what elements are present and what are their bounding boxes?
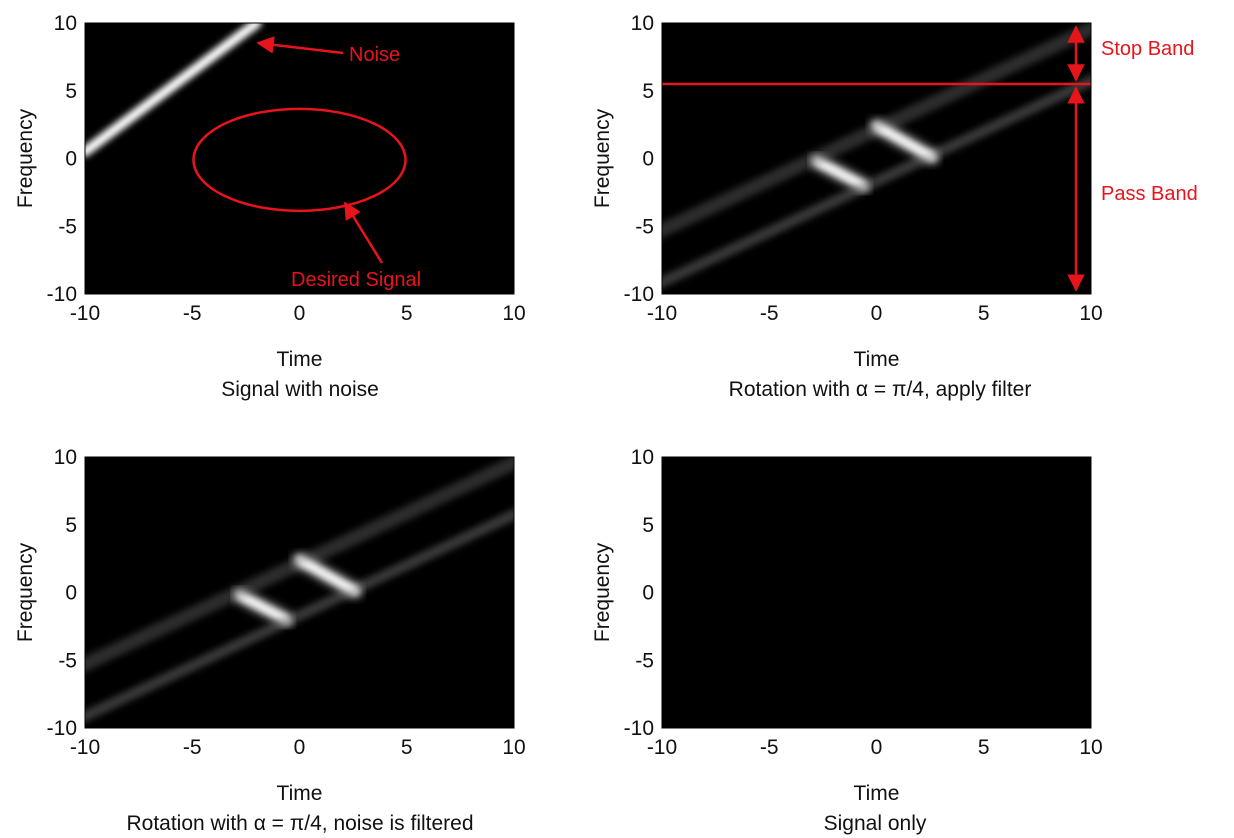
signal-segment	[873, 122, 936, 161]
axes-border	[84, 456, 515, 729]
x-axis-label: Time	[854, 348, 900, 371]
axes-border	[661, 456, 1092, 729]
x-tick-label: 5	[978, 736, 990, 759]
stop-band-label: Stop Band	[1101, 38, 1194, 60]
y-tick-label: 5	[65, 80, 77, 103]
x-tick-label: -5	[183, 736, 202, 759]
signal-tail	[662, 79, 1091, 287]
panel-2: -10 -5 0 5 10 -10 -5 0 5 10 Time Frequency Stop Band…	[591, 12, 1198, 371]
panel-4: -10 -5 0 5 10 -10 -5 0 5 10 Time Frequency	[591, 446, 1103, 805]
x-tick-label: -10	[70, 736, 100, 759]
x-tick-label: 0	[871, 736, 883, 759]
plot-content	[85, 457, 514, 721]
x-tick-label: 0	[294, 302, 306, 325]
noise-arrow	[256, 36, 344, 55]
desired-signal-ellipse	[192, 107, 407, 213]
y-axis-label: Frequency	[591, 108, 614, 208]
panel-1: -10 -5 0 5 10 -10 -5 0 5 10 Time Frequency Noise Desi…	[14, 12, 526, 371]
x-tick-label: -5	[183, 302, 202, 325]
y-tick-label: -10	[624, 283, 654, 306]
panel-2-title: Rotation with α = π/4, apply filter	[728, 378, 1032, 401]
noise-line	[85, 23, 262, 157]
x-tick-label: 10	[1079, 302, 1102, 325]
plot-area	[85, 23, 514, 294]
desired-signal-arrow	[343, 201, 384, 264]
y-tick-label: -10	[47, 283, 77, 306]
plot-content	[829, 457, 924, 728]
signal-tail	[85, 457, 514, 664]
y-tick-label: -5	[635, 215, 654, 238]
y-tick-label: 10	[631, 446, 654, 469]
y-tick-label: 0	[642, 582, 654, 605]
y-tick-label: -10	[47, 717, 77, 740]
y-tick-label: 0	[65, 148, 77, 171]
signal-segment	[296, 556, 359, 595]
x-tick-label: 10	[502, 302, 525, 325]
pass-band-label: Pass Band	[1101, 183, 1198, 205]
x-tick-label: -5	[760, 302, 779, 325]
noise-annotation: Noise	[349, 44, 400, 66]
signal-segment	[812, 157, 868, 190]
signal-tail	[662, 29, 1091, 237]
y-tick-label: 5	[642, 514, 654, 537]
x-tick-label: -10	[647, 302, 677, 325]
axes-border	[661, 22, 1092, 295]
plot-content	[662, 23, 1091, 287]
signal-tail	[662, 23, 1091, 230]
plot-content	[85, 23, 347, 294]
y-axis-label: Frequency	[591, 542, 614, 642]
x-tick-label: 0	[294, 736, 306, 759]
signal-segment	[235, 591, 291, 624]
y-tick-label: 0	[642, 148, 654, 171]
x-tick-label: 5	[978, 302, 990, 325]
y-tick-label: 5	[65, 514, 77, 537]
y-tick-label: 10	[54, 446, 77, 469]
x-tick-label: 5	[401, 302, 413, 325]
panel-3: -10 -5 0 5 10 -10 -5 0 5 10 Time Frequency	[14, 446, 526, 805]
desired-signal-annotation: Desired Signal	[291, 269, 421, 291]
x-tick-label: -10	[70, 302, 100, 325]
y-tick-label: 0	[65, 582, 77, 605]
signal-tail	[662, 75, 1091, 284]
x-axis-label: Time	[277, 782, 323, 805]
x-tick-label: -10	[647, 736, 677, 759]
y-tick-label: 10	[54, 12, 77, 35]
y-tick-label: -10	[624, 717, 654, 740]
y-tick-label: 5	[642, 80, 654, 103]
y-axis-label: Frequency	[14, 108, 37, 208]
plot-area	[662, 457, 1091, 728]
x-axis-label: Time	[277, 348, 323, 371]
x-tick-label: 5	[401, 736, 413, 759]
signal-tail	[85, 513, 514, 721]
y-tick-label: -5	[635, 649, 654, 672]
x-axis-label: Time	[854, 782, 900, 805]
x-tick-label: 10	[502, 736, 525, 759]
y-tick-label: -5	[58, 215, 77, 238]
axes-border	[84, 22, 515, 295]
panel-1-title: Signal with noise	[221, 378, 379, 401]
panel-4-title: Signal only	[823, 812, 927, 835]
signal-tail	[85, 463, 514, 671]
x-tick-label: -5	[760, 736, 779, 759]
panel-3-title: Rotation with α = π/4, noise is filtered	[126, 812, 474, 835]
y-tick-label: -5	[58, 649, 77, 672]
x-tick-label: 0	[871, 302, 883, 325]
x-tick-label: 10	[1079, 736, 1102, 759]
y-tick-label: 10	[631, 12, 654, 35]
y-axis-label: Frequency	[14, 542, 37, 642]
signal-tail	[85, 509, 514, 718]
